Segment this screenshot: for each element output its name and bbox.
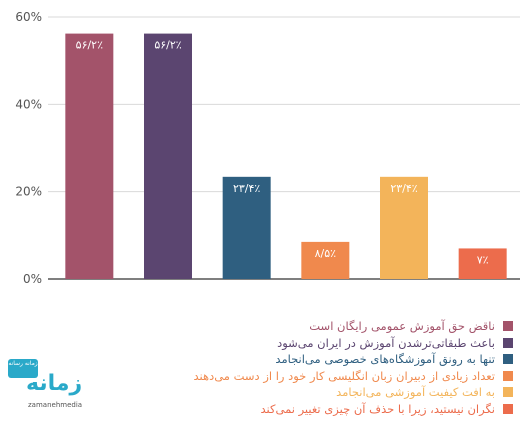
legend-item: به افت کیفیت آموزشی می‌انجامد <box>93 384 513 401</box>
y-tick-label: 60% <box>15 10 42 24</box>
logo-badge: زمانه رسانه <box>8 359 38 378</box>
logo-subtitle: zamanehmedia <box>28 401 83 409</box>
legend-item: ناقض حق آموزش عمومی رایگان است <box>93 318 513 335</box>
legend-swatch <box>503 354 513 365</box>
legend-swatch <box>503 321 513 332</box>
bar-data-label: ۷٪ <box>477 253 489 266</box>
legend-item: نگران نیستید، زیرا با حذف آن چیزی تغییر … <box>93 401 513 418</box>
bar <box>458 248 507 279</box>
bar <box>301 241 350 279</box>
legend-label: باعث طبقاتی‌ترشدن آموزش در ایران می‌شود <box>277 335 495 350</box>
bar <box>144 33 192 279</box>
bar <box>65 33 114 279</box>
logo-wordmark: زمانه <box>26 371 83 396</box>
legend-item: تعداد زیادی از دبیران زبان انگلیسی کار خ… <box>93 368 513 385</box>
bar-chart: ۵۶/۲٪ ۵۶/۲٪ ۲۳/۴٪ ۸/۵٪ ۲۳/۴٪ ۷٪ 0% 20% 40% 60% <box>15 10 520 286</box>
bar-data-label: ۲۳/۴٪ <box>390 182 417 195</box>
legend-swatch <box>503 403 513 414</box>
legend-label: تعداد زیادی از دبیران زبان انگلیسی کار خ… <box>193 368 495 383</box>
y-tick-label: 0% <box>23 272 42 286</box>
legend-swatch <box>503 370 513 381</box>
chart-legend: ناقض حق آموزش عمومی رایگان است باعث طبقات… <box>93 318 513 417</box>
legend-label: به افت کیفیت آموزشی می‌انجامد <box>336 385 495 400</box>
bar-data-label: ۵۶/۲٪ <box>154 39 181 52</box>
legend-label: تنها به رونق آموزشگاه‌های خصوصی می‌انجام… <box>275 352 495 367</box>
bar-data-label: ۲۳/۴٪ <box>233 182 260 195</box>
y-tick-label: 20% <box>15 185 42 199</box>
y-tick-label: 40% <box>15 97 42 111</box>
legend-label: نگران نیستید، زیرا با حذف آن چیزی تغییر … <box>260 401 495 416</box>
legend-swatch <box>503 337 513 348</box>
zamaneh-logo: زمانه رسانه زمانه zamanehmedia <box>6 357 82 417</box>
chart-grid <box>48 16 520 280</box>
bar <box>222 176 271 279</box>
legend-item: باعث طبقاتی‌ترشدن آموزش در ایران می‌شود <box>93 335 513 352</box>
bar-data-label: ۸/۵٪ <box>315 247 337 260</box>
bar <box>380 176 428 279</box>
chart-bar-labels: ۵۶/۲٪ ۵۶/۲٪ ۲۳/۴٪ ۸/۵٪ ۲۳/۴٪ ۷٪ <box>76 39 489 267</box>
legend-swatch <box>503 387 513 398</box>
y-axis-ticks: 0% 20% 40% 60% <box>15 10 42 286</box>
legend-label: ناقض حق آموزش عمومی رایگان است <box>309 319 495 334</box>
chart-bars <box>65 33 507 279</box>
legend-item: تنها به رونق آموزشگاه‌های خصوصی می‌انجام… <box>93 351 513 368</box>
bar-data-label: ۵۶/۲٪ <box>76 39 103 52</box>
